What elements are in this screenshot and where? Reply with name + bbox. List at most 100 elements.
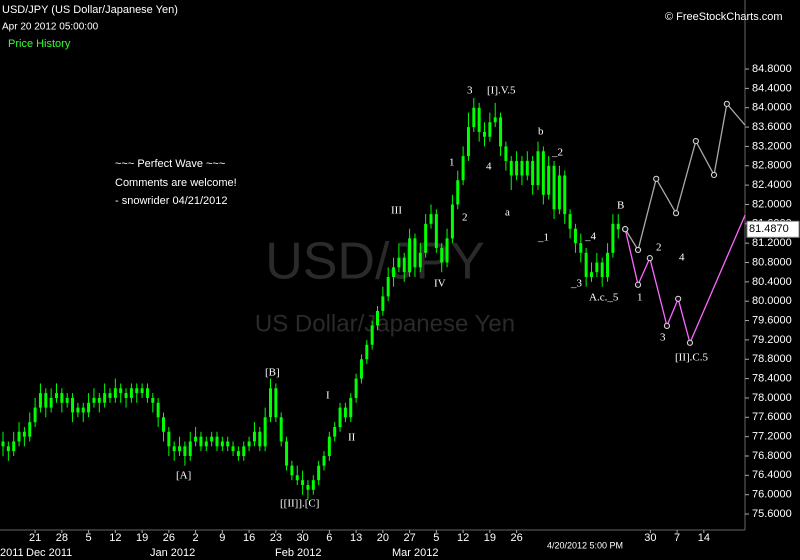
candle-body [113, 388, 117, 398]
annotation: a [505, 207, 510, 219]
candle-body [252, 431, 256, 442]
y-tick-label: 80.4000 [752, 276, 792, 288]
annotation: [B] [265, 367, 280, 379]
annotation: 4 [679, 252, 685, 264]
candle-body [145, 388, 149, 398]
candle-body [402, 257, 406, 273]
candle-body [124, 393, 128, 398]
x-tick-label: 5 [433, 532, 439, 544]
candle-body [568, 214, 572, 229]
candle-body [65, 397, 69, 403]
candle-body [338, 407, 342, 427]
candle-body [60, 393, 64, 403]
candle-body [194, 436, 198, 442]
projection-point [723, 100, 730, 107]
y-tick-label: 84.8000 [752, 63, 792, 75]
chart-title: USD/JPY (US Dollar/Japanese Yen) [2, 4, 178, 16]
candle-body [461, 156, 465, 181]
x-tick-label: 20 [377, 532, 389, 544]
projection-point [653, 175, 660, 182]
x-tick-label: 28 [56, 532, 68, 544]
x-tick-label: 6 [326, 532, 332, 544]
candle-body [178, 446, 182, 452]
candle-body [71, 397, 75, 413]
candle-body [413, 238, 417, 268]
candle-body [247, 441, 251, 447]
y-tick-label: 78.4000 [752, 373, 792, 385]
projection-point [675, 295, 682, 302]
candle-body [563, 175, 567, 215]
candle-body [92, 397, 96, 403]
candle-body [210, 436, 214, 442]
candle-body [76, 407, 80, 413]
candle-body [231, 446, 235, 452]
y-tick-label: 77.2000 [752, 431, 792, 443]
y-tick-label: 76.4000 [752, 469, 792, 481]
subtitle: Apr 20 2012 05:00:00 [2, 22, 99, 33]
candle-body [365, 344, 369, 360]
projection-point [672, 210, 680, 217]
candle-body [12, 441, 16, 452]
candle-body [1, 441, 5, 447]
comment: ~~~ Perfect Wave ~~~ [115, 158, 225, 170]
candle-body [236, 451, 240, 456]
y-tick-label: 80.0000 [752, 295, 792, 307]
x-tick-label: 27 [403, 532, 415, 544]
annotation: _3 [570, 278, 583, 290]
x-tick-label: 21 [29, 532, 41, 544]
candle-body [311, 480, 315, 490]
candle-body [333, 426, 337, 437]
candle-body [188, 441, 192, 456]
candle-body [397, 257, 401, 268]
y-tick-label: 77.6000 [752, 411, 792, 423]
annotation: 4 [486, 161, 492, 173]
candle-body [151, 397, 155, 403]
candle-body [600, 262, 604, 278]
y-tick-label: 79.6000 [752, 314, 792, 326]
candle-body [97, 397, 101, 403]
annotation: 2 [656, 242, 662, 254]
y-tick-label: 81.2000 [752, 237, 792, 249]
month-label: Mar 2012 [392, 547, 438, 559]
candle-body [418, 252, 422, 268]
projection-point [663, 322, 671, 329]
y-tick-label: 80.8000 [752, 256, 792, 268]
annotation: [I].V.5 [487, 85, 516, 97]
candle-body [17, 431, 21, 442]
y-tick-label: 76.8000 [752, 450, 792, 462]
candle-body [429, 214, 433, 224]
annotation: IV [434, 278, 446, 290]
x-tick-label: 12 [109, 532, 121, 544]
annotation: 2 [462, 212, 468, 224]
projection-point [692, 137, 699, 145]
candle-body [349, 397, 353, 418]
candle-body [525, 160, 529, 176]
month-label: 2011 [0, 547, 24, 559]
candle-body [472, 107, 476, 128]
candle-body [606, 252, 610, 278]
candle-body [269, 388, 272, 418]
y-tick-label: 79.2000 [752, 334, 792, 346]
candle-body [488, 122, 492, 137]
last-price-label: 81.4870 [749, 223, 789, 235]
candle-body [28, 422, 32, 437]
candle-body [445, 238, 449, 263]
x-tick-label: 7 [674, 532, 680, 544]
candle-body [450, 204, 454, 239]
candle-body [616, 223, 620, 230]
annotation: II [348, 432, 356, 444]
candle-body [456, 180, 460, 205]
candle-body [317, 465, 321, 481]
month-label: Feb 2012 [275, 547, 321, 559]
candle-body [108, 393, 112, 398]
annotation: b [538, 126, 544, 138]
projection-point [634, 281, 642, 288]
candle-body [541, 151, 545, 195]
candle-body [515, 160, 519, 176]
candle-body [204, 441, 208, 447]
x-tick-label: 13 [350, 532, 362, 544]
x-tick-label: 14 [698, 532, 710, 544]
candle-body [220, 441, 224, 447]
candle-body [477, 107, 481, 132]
